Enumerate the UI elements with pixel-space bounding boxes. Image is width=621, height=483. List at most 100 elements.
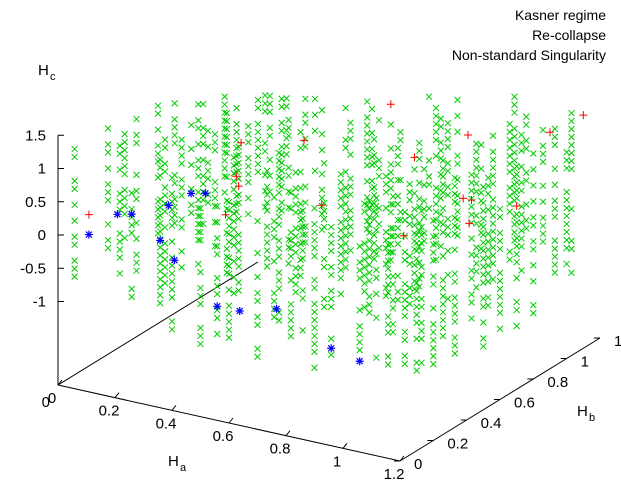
data-point-kasner xyxy=(451,246,459,254)
data-point-kasner xyxy=(301,95,309,103)
data-point-kasner xyxy=(270,257,278,265)
data-point-kasner xyxy=(197,204,204,212)
data-point-kasner xyxy=(411,166,418,173)
data-point-recollapse xyxy=(464,131,472,140)
data-point-kasner xyxy=(156,172,164,179)
data-point-kasner xyxy=(370,159,378,167)
data-point-kasner xyxy=(439,205,447,212)
data-point-kasner xyxy=(327,295,335,303)
data-point-kasner xyxy=(71,265,79,272)
data-point-kasner xyxy=(320,159,328,167)
data-point-kasner xyxy=(389,193,397,200)
data-point-kasner xyxy=(261,171,269,179)
data-point-kasner xyxy=(420,165,428,173)
data-point-kasner xyxy=(418,263,425,271)
data-point-kasner xyxy=(389,296,397,304)
data-point-kasner xyxy=(361,208,368,215)
data-point-kasner xyxy=(394,176,402,184)
data-point-kasner xyxy=(292,280,300,288)
data-point-kasner xyxy=(496,213,504,221)
data-point-kasner xyxy=(429,352,437,360)
data-point-kasner xyxy=(563,188,571,196)
data-point-kasner xyxy=(194,220,202,228)
axis-label-hc: H c xyxy=(38,62,56,83)
data-point-kasner xyxy=(244,170,252,178)
data-point-nonstandard xyxy=(170,256,179,265)
data-point-kasner xyxy=(287,253,295,260)
data-point-kasner xyxy=(437,139,445,146)
data-point-kasner xyxy=(223,261,231,269)
data-point-kasner xyxy=(439,173,447,180)
data-point-kasner xyxy=(178,263,186,271)
data-point-kasner xyxy=(327,239,335,247)
data-point-kasner xyxy=(287,308,295,316)
data-point-kasner xyxy=(518,227,525,234)
data-point-kasner xyxy=(225,262,233,270)
data-point-kasner xyxy=(194,116,202,124)
data-point-kasner xyxy=(387,121,395,128)
data-point-kasner xyxy=(235,151,243,159)
data-point-kasner xyxy=(156,299,164,307)
data-point-kasner xyxy=(384,249,392,257)
data-point-kasner xyxy=(223,141,231,149)
data-point-kasner xyxy=(401,280,409,288)
data-point-kasner xyxy=(194,196,202,204)
data-point-kasner xyxy=(397,176,404,184)
data-point-kasner xyxy=(506,152,514,160)
data-point-kasner xyxy=(292,240,300,248)
data-point-kasner xyxy=(71,201,79,209)
data-point-kasner xyxy=(156,228,164,235)
data-point-kasner xyxy=(337,274,345,282)
data-point-kasner xyxy=(513,306,521,314)
data-point-kasner xyxy=(156,283,164,291)
data-point-kasner xyxy=(161,255,169,263)
data-point-kasner xyxy=(513,242,521,250)
data-point-kasner xyxy=(156,164,164,171)
hb-tick-label: 1.2 xyxy=(614,333,621,350)
data-point-kasner xyxy=(451,190,459,198)
data-point-kasner xyxy=(337,226,345,234)
data-point-kasner xyxy=(479,303,487,310)
data-point-kasner xyxy=(235,239,243,246)
data-point-kasner xyxy=(342,168,350,176)
data-point-kasner xyxy=(356,259,364,266)
data-point-kasner xyxy=(275,149,283,157)
data-point-kasner xyxy=(254,217,261,225)
data-point-kasner xyxy=(327,335,335,343)
data-point-kasner xyxy=(261,139,269,147)
data-point-kasner xyxy=(563,236,571,244)
data-point-kasner xyxy=(363,225,371,233)
data-point-kasner xyxy=(278,199,286,207)
data-point-nonstandard xyxy=(235,306,244,315)
data-point-kasner xyxy=(197,340,204,348)
data-point-kasner xyxy=(233,144,240,152)
data-point-kasner xyxy=(337,178,345,186)
data-point-kasner xyxy=(171,123,179,131)
data-point-kasner xyxy=(415,195,423,203)
legend-entry-nonstandard: Non-standard Singularity xyxy=(452,47,606,63)
data-point-kasner xyxy=(104,188,112,196)
data-point-kasner xyxy=(413,367,421,374)
data-point-kasner xyxy=(522,217,530,224)
data-point-kasner xyxy=(116,198,124,205)
data-point-kasner xyxy=(187,145,195,153)
data-point-kasner xyxy=(225,326,233,334)
data-point-kasner xyxy=(161,248,169,255)
data-point-kasner xyxy=(454,208,461,215)
data-point-kasner xyxy=(156,252,164,259)
data-point-kasner xyxy=(347,207,354,214)
data-point-kasner xyxy=(372,274,380,282)
data-point-kasner xyxy=(270,217,278,225)
data-point-recollapse xyxy=(300,136,308,145)
data-point-kasner xyxy=(171,131,179,139)
data-point-kasner xyxy=(363,154,371,161)
data-point-kasner xyxy=(511,109,518,117)
data-point-kasner xyxy=(275,165,283,173)
data-point-kasner xyxy=(133,259,140,267)
data-point-kasner xyxy=(230,186,238,193)
data-point-kasner xyxy=(432,128,440,136)
data-point-kasner xyxy=(439,157,447,164)
data-point-kasner xyxy=(372,354,380,362)
data-point-kasner xyxy=(372,266,380,274)
data-point-kasner xyxy=(235,247,243,254)
